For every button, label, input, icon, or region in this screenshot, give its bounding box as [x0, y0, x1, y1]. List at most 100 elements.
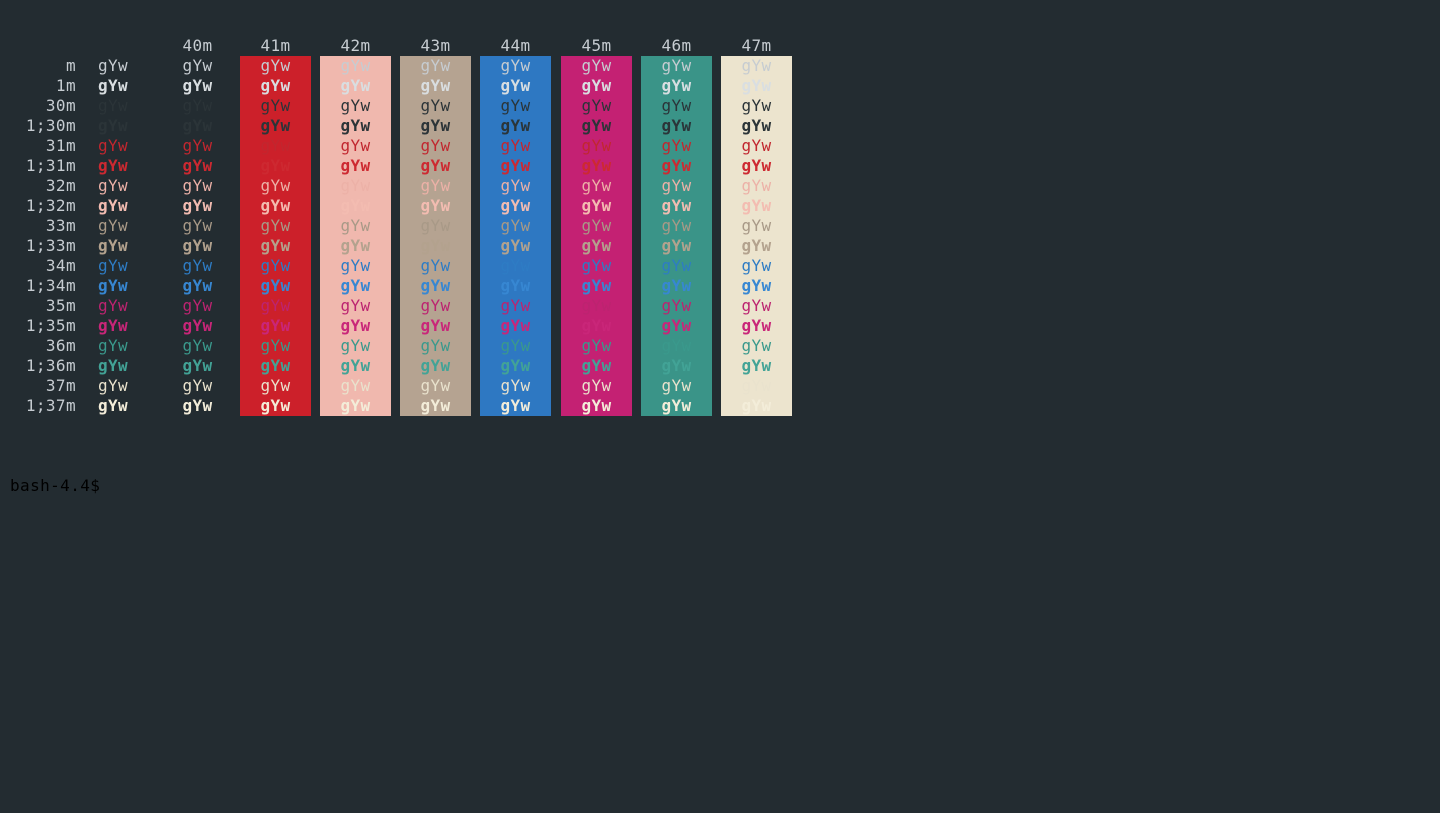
- color-cell-45m: gYw: [581, 236, 612, 255]
- color-cell-41m: gYw: [260, 116, 291, 135]
- color-cell-40m: gYw: [182, 236, 213, 255]
- color-cell-43m: gYw: [420, 196, 451, 215]
- color-cell-41m: gYw: [260, 276, 291, 295]
- color-cell-43m: gYw: [420, 96, 451, 115]
- color-cell-46m: gYw: [661, 216, 692, 235]
- color-cell-40m: gYw: [182, 116, 213, 135]
- color-cell-43m: gYw: [420, 316, 451, 335]
- color-cell-43m: gYw: [420, 136, 451, 155]
- column-header-43m: 43m: [420, 36, 451, 55]
- color-cell-40m: gYw: [182, 76, 213, 95]
- color-cell-40m: gYw: [182, 296, 213, 315]
- color-cell-45m: gYw: [581, 216, 612, 235]
- color-cell-46m: gYw: [661, 256, 692, 275]
- row-label: 1;37m: [25, 396, 76, 415]
- color-cell-40m: gYw: [182, 396, 213, 415]
- color-cell-45m: gYw: [581, 56, 612, 75]
- color-cell-40m: gYw: [182, 356, 213, 375]
- color-cell-42m: gYw: [340, 216, 371, 235]
- color-cell-47m: gYw: [741, 276, 772, 295]
- row-label: 1;31m: [25, 156, 76, 175]
- color-cell-46m: gYw: [661, 76, 692, 95]
- color-cell-fg-only: gYw: [97, 196, 129, 215]
- background-bar-41m: [240, 56, 311, 416]
- color-cell-43m: gYw: [420, 336, 451, 355]
- color-cell-46m: gYw: [661, 156, 692, 175]
- row-label: 35m: [45, 296, 76, 315]
- shell-prompt-text: bash-4.4$: [10, 476, 101, 495]
- color-cell-43m: gYw: [420, 56, 451, 75]
- row-label: m: [65, 56, 76, 75]
- color-cell-41m: gYw: [260, 156, 291, 175]
- color-cell-46m: gYw: [661, 136, 692, 155]
- color-cell-42m: gYw: [340, 376, 371, 395]
- color-cell-42m: gYw: [340, 116, 371, 135]
- color-cell-43m: gYw: [420, 116, 451, 135]
- color-cell-46m: gYw: [661, 396, 692, 415]
- background-bar-45m: [561, 56, 632, 416]
- color-cell-41m: gYw: [260, 236, 291, 255]
- color-cell-45m: gYw: [581, 356, 612, 375]
- row-label: 1;32m: [25, 196, 76, 215]
- color-cell-41m: gYw: [260, 376, 291, 395]
- background-bar-42m: [320, 56, 391, 416]
- color-cell-41m: gYw: [260, 296, 291, 315]
- color-cell-47m: gYw: [741, 56, 772, 75]
- color-cell-47m: gYw: [741, 156, 772, 175]
- color-cell-40m: gYw: [182, 216, 213, 235]
- color-cell-45m: gYw: [581, 376, 612, 395]
- color-cell-44m: gYw: [500, 76, 531, 95]
- row-label: 33m: [45, 216, 76, 235]
- color-cell-43m: gYw: [420, 296, 451, 315]
- row-label: 1m: [55, 76, 76, 95]
- color-cell-43m: gYw: [420, 176, 451, 195]
- color-cell-46m: gYw: [661, 296, 692, 315]
- color-cell-40m: gYw: [182, 336, 213, 355]
- color-cell-43m: gYw: [420, 76, 451, 95]
- row-label: 37m: [45, 376, 76, 395]
- color-cell-41m: gYw: [260, 336, 291, 355]
- color-cell-45m: gYw: [581, 316, 612, 335]
- color-cell-fg-only: gYw: [97, 276, 129, 295]
- color-cell-41m: gYw: [260, 316, 291, 335]
- row-label: 1;34m: [25, 276, 76, 295]
- color-cell-fg-only: gYw: [97, 236, 129, 255]
- color-cell-fg-only: gYw: [97, 56, 129, 75]
- color-cell-43m: gYw: [420, 256, 451, 275]
- color-cell-42m: gYw: [340, 356, 371, 375]
- color-cell-47m: gYw: [741, 116, 772, 135]
- color-cell-41m: gYw: [260, 256, 291, 275]
- color-cell-40m: gYw: [182, 316, 213, 335]
- color-cell-fg-only: gYw: [97, 396, 129, 415]
- color-cell-45m: gYw: [581, 196, 612, 215]
- color-cell-fg-only: gYw: [97, 256, 129, 275]
- color-cell-47m: gYw: [741, 296, 772, 315]
- color-cell-40m: gYw: [182, 256, 213, 275]
- color-cell-44m: gYw: [500, 236, 531, 255]
- color-cell-46m: gYw: [661, 96, 692, 115]
- column-header-44m: 44m: [500, 36, 531, 55]
- color-cell-42m: gYw: [340, 156, 371, 175]
- color-cell-44m: gYw: [500, 356, 531, 375]
- color-cell-44m: gYw: [500, 256, 531, 275]
- color-cell-44m: gYw: [500, 116, 531, 135]
- color-cell-40m: gYw: [182, 156, 213, 175]
- color-cell-fg-only: gYw: [97, 216, 129, 235]
- row-label: 1;30m: [25, 116, 76, 135]
- color-cell-45m: gYw: [581, 156, 612, 175]
- color-cell-41m: gYw: [260, 76, 291, 95]
- color-cell-47m: gYw: [741, 236, 772, 255]
- color-cell-fg-only: gYw: [97, 116, 129, 135]
- color-cell-45m: gYw: [581, 96, 612, 115]
- color-cell-42m: gYw: [340, 176, 371, 195]
- color-cell-45m: gYw: [581, 176, 612, 195]
- color-cell-44m: gYw: [500, 176, 531, 195]
- color-cell-40m: gYw: [182, 376, 213, 395]
- column-header-40m: 40m: [182, 36, 213, 55]
- background-bar-46m: [641, 56, 712, 416]
- color-cell-41m: gYw: [260, 196, 291, 215]
- color-cell-43m: gYw: [420, 356, 451, 375]
- color-cell-44m: gYw: [500, 376, 531, 395]
- column-header-41m: 41m: [260, 36, 291, 55]
